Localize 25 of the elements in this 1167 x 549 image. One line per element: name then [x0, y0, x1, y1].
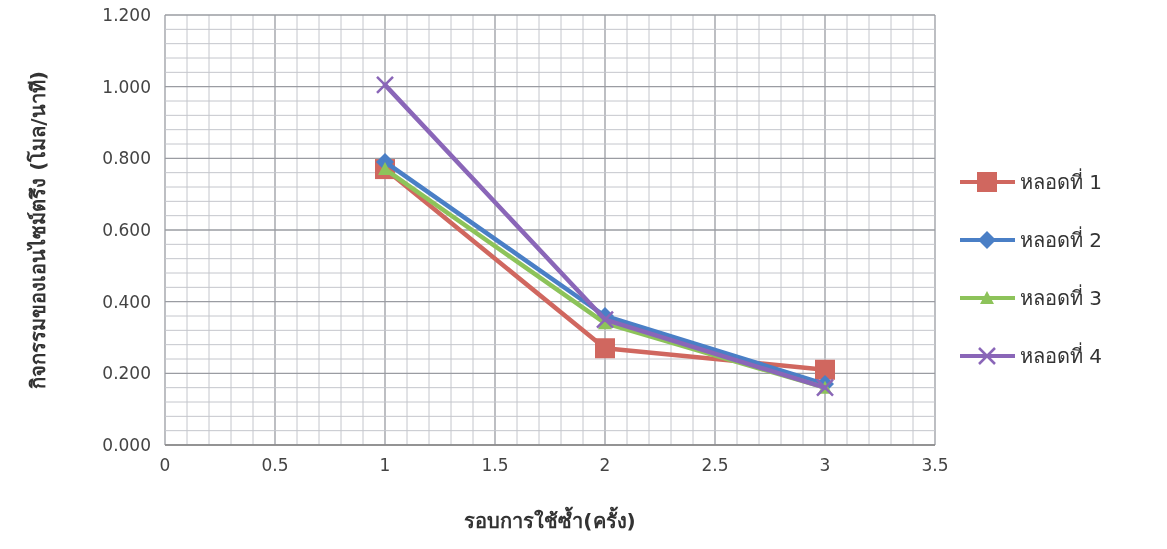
x-tick-label: 2 — [599, 455, 611, 475]
x-tick-label: 3.5 — [921, 455, 949, 475]
point — [815, 359, 835, 380]
x-tick-label: 3 — [819, 455, 831, 475]
y-tick-label: 0.000 — [102, 435, 151, 455]
x-tick-label: 0 — [159, 455, 171, 475]
y-tick-label: 1.200 — [102, 5, 151, 25]
y-tick-label: 0.600 — [102, 220, 151, 240]
y-axis-title: กิจกรรมของเอนไซม์ตรึง (โมล/นาที) — [26, 71, 50, 389]
legend-label: หลอดที่ 1 — [1020, 168, 1103, 194]
x-tick-label: 1 — [379, 455, 391, 475]
point — [595, 310, 615, 329]
y-tick-label: 0.800 — [102, 148, 151, 169]
y-tick-label: 0.200 — [102, 363, 151, 384]
y-tick-label: 1.000 — [102, 76, 151, 97]
x-tick-label: 1.5 — [481, 455, 509, 475]
point — [595, 338, 615, 359]
x-tick-label: 0.5 — [261, 455, 289, 475]
x-tick-label: 2.5 — [701, 455, 729, 475]
legend-label: หลอดที่ 4 — [1020, 342, 1103, 368]
legend-label: หลอดที่ 2 — [1020, 226, 1103, 252]
y-tick-label: 0.400 — [102, 291, 151, 312]
point — [375, 75, 395, 95]
x-axis-title: รอบการใช้ซ้ำ(ครั้ง) — [464, 506, 636, 533]
legend-label: หลอดที่ 3 — [1020, 284, 1103, 310]
